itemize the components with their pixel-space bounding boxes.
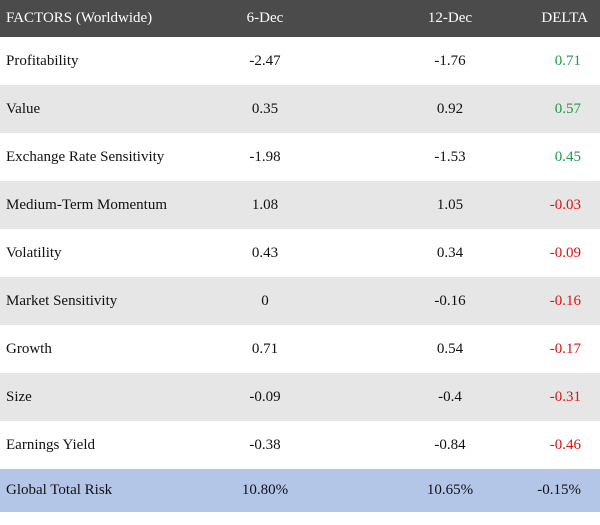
header-6-dec: 6-Dec xyxy=(210,0,320,37)
total-label: Global Total Risk xyxy=(0,469,210,512)
table-row: Size -0.09 -0.4 -0.31 xyxy=(0,373,600,421)
value-12-dec: -0.84 xyxy=(320,421,520,469)
table-row: Value 0.35 0.92 0.57 xyxy=(0,85,600,133)
value-12-dec: 1.05 xyxy=(320,181,520,229)
value-12-dec: 0.54 xyxy=(320,325,520,373)
delta-value: 0.57 xyxy=(520,85,600,133)
value-6-dec: -0.38 xyxy=(210,421,320,469)
table-row: Exchange Rate Sensitivity -1.98 -1.53 0.… xyxy=(0,133,600,181)
table-row: Medium-Term Momentum 1.08 1.05 -0.03 xyxy=(0,181,600,229)
total-12-dec: 10.65% xyxy=(320,469,520,512)
delta-value: -0.17 xyxy=(520,325,600,373)
delta-value: 0.45 xyxy=(520,133,600,181)
factor-name: Value xyxy=(0,85,210,133)
factor-name: Size xyxy=(0,373,210,421)
value-12-dec: 0.34 xyxy=(320,229,520,277)
header-row: FACTORS (Worldwide) 6-Dec 12-Dec DELTA xyxy=(0,0,600,37)
delta-value: -0.31 xyxy=(520,373,600,421)
value-12-dec: -1.53 xyxy=(320,133,520,181)
delta-value: -0.09 xyxy=(520,229,600,277)
factor-name: Exchange Rate Sensitivity xyxy=(0,133,210,181)
value-6-dec: 0.71 xyxy=(210,325,320,373)
value-12-dec: 0.92 xyxy=(320,85,520,133)
factor-name: Earnings Yield xyxy=(0,421,210,469)
factor-name: Medium-Term Momentum xyxy=(0,181,210,229)
value-6-dec: -2.47 xyxy=(210,37,320,85)
header-factors: FACTORS (Worldwide) xyxy=(0,0,210,37)
value-6-dec: 0.35 xyxy=(210,85,320,133)
value-6-dec: -1.98 xyxy=(210,133,320,181)
value-6-dec: 0 xyxy=(210,277,320,325)
table-row: Growth 0.71 0.54 -0.17 xyxy=(0,325,600,373)
value-12-dec: -1.76 xyxy=(320,37,520,85)
total-delta: -0.15% xyxy=(520,469,600,512)
header-delta: DELTA xyxy=(520,0,600,37)
factor-name: Volatility xyxy=(0,229,210,277)
delta-value: -0.16 xyxy=(520,277,600,325)
total-row: Global Total Risk 10.80% 10.65% -0.15% xyxy=(0,469,600,512)
delta-value: -0.46 xyxy=(520,421,600,469)
value-12-dec: -0.4 xyxy=(320,373,520,421)
factor-name: Growth xyxy=(0,325,210,373)
factor-name: Market Sensitivity xyxy=(0,277,210,325)
table-row: Market Sensitivity 0 -0.16 -0.16 xyxy=(0,277,600,325)
delta-value: -0.03 xyxy=(520,181,600,229)
total-6-dec: 10.80% xyxy=(210,469,320,512)
value-6-dec: -0.09 xyxy=(210,373,320,421)
factor-name: Profitability xyxy=(0,37,210,85)
value-6-dec: 1.08 xyxy=(210,181,320,229)
table-row: Profitability -2.47 -1.76 0.71 xyxy=(0,37,600,85)
table-row: Earnings Yield -0.38 -0.84 -0.46 xyxy=(0,421,600,469)
delta-value: 0.71 xyxy=(520,37,600,85)
factors-table: FACTORS (Worldwide) 6-Dec 12-Dec DELTA P… xyxy=(0,0,600,512)
value-12-dec: -0.16 xyxy=(320,277,520,325)
value-6-dec: 0.43 xyxy=(210,229,320,277)
header-12-dec: 12-Dec xyxy=(320,0,520,37)
table-row: Volatility 0.43 0.34 -0.09 xyxy=(0,229,600,277)
